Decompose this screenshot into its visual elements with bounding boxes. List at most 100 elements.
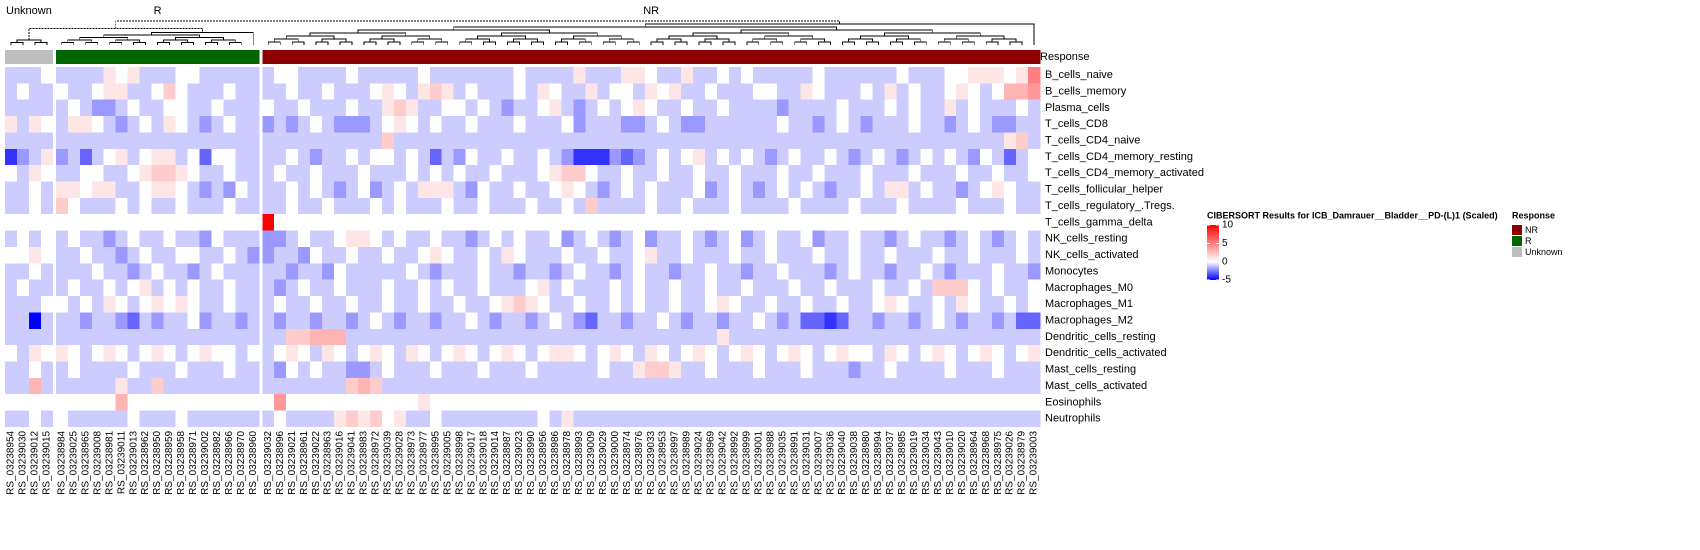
heatmap-cell: [40, 116, 54, 133]
annotation-cell: [274, 50, 287, 64]
heatmap-cell: [103, 246, 116, 264]
heatmap-cell: [693, 345, 706, 362]
heatmap-cell: [381, 377, 395, 395]
heatmap-cell: [669, 99, 682, 117]
heatmap-cell: [908, 181, 921, 199]
heatmap-cell: [16, 312, 30, 330]
heatmap-cell: [298, 181, 311, 199]
heatmap-cell: [621, 377, 634, 395]
heatmap-cell: [223, 116, 236, 133]
heatmap-cell: [812, 116, 825, 133]
heatmap-cell: [776, 312, 790, 330]
heatmap-cell: [992, 132, 1005, 150]
dendrogram: [913, 41, 927, 45]
heatmap-cell: [740, 165, 754, 182]
heatmap-cell: [872, 345, 885, 362]
heatmap-cell: [489, 197, 502, 215]
heatmap-cell: [441, 99, 455, 117]
heatmap-cell: [693, 263, 706, 280]
heatmap-cell: [681, 394, 694, 411]
heatmap-cell: [429, 279, 443, 297]
heatmap-cell: [740, 214, 754, 231]
heatmap-cell: [55, 116, 69, 133]
heatmap-cell: [235, 181, 248, 199]
heatmap-cell: [262, 312, 275, 330]
heatmap-cell: [199, 116, 212, 133]
heatmap-cell: [334, 394, 347, 411]
column-label: RS_03238999: [741, 430, 752, 494]
heatmap-cell: [824, 279, 837, 297]
heatmap-cell: [621, 181, 634, 199]
heatmap-cell: [286, 246, 299, 264]
heatmap-cell: [223, 148, 236, 166]
heatmap-cell: [812, 165, 825, 182]
heatmap-cell: [247, 165, 260, 182]
heatmap-cell: [716, 410, 730, 428]
heatmap-cell: [657, 328, 670, 346]
heatmap-cell: [187, 394, 200, 411]
heatmap-cell: [1004, 296, 1017, 313]
heatmap-cell: [573, 230, 586, 248]
heatmap-cell: [824, 345, 837, 362]
heatmap-cell: [274, 377, 287, 395]
heatmap-cell: [417, 328, 431, 346]
heatmap-cell: [693, 279, 706, 297]
heatmap-cell: [247, 148, 260, 166]
heatmap-cell: [740, 394, 754, 411]
heatmap-cell: [824, 67, 837, 84]
heatmap-cell: [681, 345, 694, 362]
heatmap-cell: [657, 67, 670, 84]
heatmap-cell: [28, 165, 42, 182]
heatmap-cell: [441, 197, 455, 215]
heatmap-cell: [103, 67, 116, 84]
column-label: RS_03238997: [670, 430, 681, 494]
heatmap-cell: [5, 361, 18, 379]
heatmap-cell: [453, 165, 466, 182]
dendrogram: [560, 38, 586, 42]
heatmap-cell: [549, 246, 562, 264]
heatmap-cell: [561, 296, 574, 313]
heatmap-cell: [40, 83, 54, 101]
heatmap-cell: [175, 67, 188, 84]
colorbar-tick-label: -5: [1222, 275, 1231, 286]
heatmap-cell: [429, 99, 443, 117]
heatmap-cell: [67, 246, 81, 264]
heatmap-cell: [298, 410, 311, 428]
heatmap-cell: [91, 246, 105, 264]
heatmap-cell: [441, 132, 455, 150]
heatmap-cell: [91, 279, 105, 297]
heatmap-cell: [55, 99, 69, 117]
heatmap-cell: [633, 263, 646, 280]
heatmap-cell: [453, 279, 466, 297]
heatmap-cell: [573, 165, 586, 182]
heatmap-cell: [16, 345, 30, 362]
heatmap-cell: [286, 83, 299, 101]
row-label: Macrophages_M2: [1045, 314, 1133, 326]
heatmap-cell: [103, 394, 116, 411]
heatmap-cell: [1016, 116, 1029, 133]
heatmap-cell: [776, 83, 790, 101]
column-label: RS_03238979: [1017, 430, 1028, 494]
heatmap-cell: [1004, 165, 1017, 182]
heatmap-cell: [525, 165, 538, 182]
heatmap-cell: [788, 345, 801, 362]
heatmap-cell: [274, 263, 287, 280]
heatmap-cell: [752, 263, 766, 280]
heatmap-cell: [645, 116, 658, 133]
heatmap-cell: [549, 377, 562, 395]
heatmap-cell: [537, 263, 550, 280]
heatmap-cell: [657, 197, 670, 215]
heatmap-cell: [1016, 67, 1029, 84]
heatmap-cell: [223, 279, 236, 297]
dendrogram: [555, 41, 568, 45]
heatmap-cell: [381, 246, 395, 264]
heatmap-cell: [968, 197, 981, 215]
heatmap-cell: [896, 410, 909, 428]
heatmap-cell: [573, 132, 586, 150]
annotation-cell: [932, 50, 945, 64]
heatmap-cell: [369, 132, 383, 150]
heatmap-cell: [103, 230, 116, 248]
dendrogram: [794, 41, 808, 45]
heatmap-cell: [561, 214, 574, 231]
heatmap-cell: [597, 181, 610, 199]
